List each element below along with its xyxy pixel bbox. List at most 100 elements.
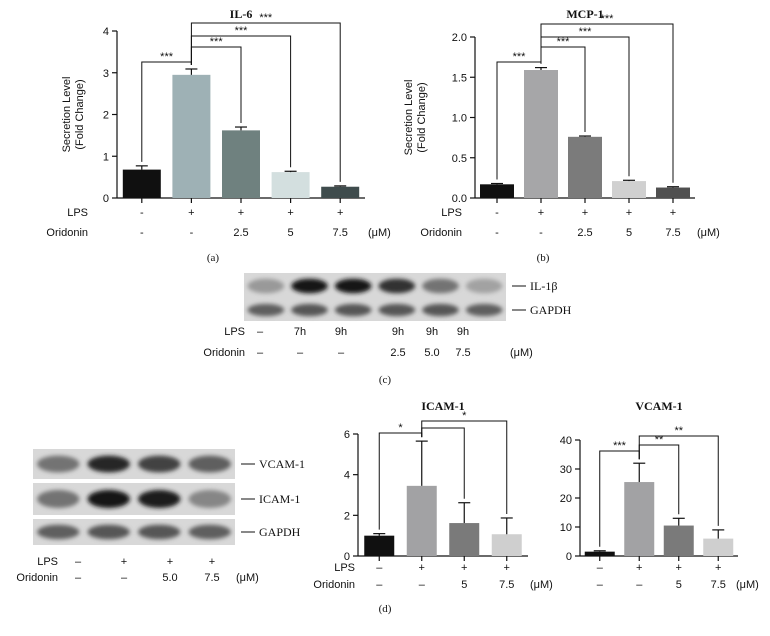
treatment-value: – [376, 562, 383, 574]
y-axis-label-line: (Fold Change) [416, 82, 428, 152]
unit-label: (μM) [697, 227, 720, 239]
treatment-value: – [257, 326, 264, 338]
blot-band [465, 278, 503, 294]
blot-band [87, 455, 130, 473]
treatment-value: 5 [288, 227, 294, 239]
significance-bracket [540, 23, 674, 183]
chart-title: VCAM-1 [635, 399, 682, 413]
blot-band [291, 278, 328, 294]
bar [406, 485, 437, 556]
treatment-value: + [167, 556, 173, 568]
treatment-row-label: LPS [334, 562, 355, 574]
y-axis-label-line: Secretion Level [61, 77, 73, 153]
treatment-row-label: Oridonin [16, 572, 58, 584]
unit-label: (μM) [368, 227, 391, 239]
band-label: ICAM-1 [259, 492, 300, 506]
bar [703, 538, 734, 556]
y-tick-label: 10 [560, 522, 572, 534]
treatment-value: + [238, 207, 244, 219]
significance-label: ** [674, 425, 683, 437]
bar [584, 551, 615, 556]
panel-label-a: (a) [207, 252, 220, 264]
significance-label: *** [579, 26, 593, 38]
blot-band [87, 490, 130, 508]
blot-band [188, 490, 231, 508]
bar [172, 74, 211, 198]
y-tick-label: 4 [103, 26, 109, 38]
blot-strip [244, 273, 506, 299]
treatment-value: + [188, 207, 194, 219]
y-tick-label: 30 [560, 464, 572, 476]
chart-icam1: ICAM-1 0 2 4 6 * * LPS – + + + Oridonin – – 5 7.5 (μM) [313, 399, 552, 591]
treatment-value: – [597, 562, 604, 574]
treatment-value: - [140, 207, 144, 219]
y-axis-label-line: (Fold Change) [74, 79, 86, 149]
y-axis-label-line: Secretion Level [403, 80, 415, 156]
significance-bracket [638, 435, 719, 526]
treatment-row-label: Oridonin [46, 227, 88, 239]
blot-band [422, 278, 459, 294]
blot-band [334, 278, 372, 294]
treatment-value: 7.5 [455, 347, 470, 359]
unit-label: (μM) [736, 579, 759, 591]
treatment-value: – [75, 556, 82, 568]
treatment-value: 2.5 [233, 227, 248, 239]
blot-band [247, 303, 285, 317]
significance-label: *** [160, 51, 174, 63]
treatment-row-label: Oridonin [420, 227, 462, 239]
y-tick-label: 0.5 [452, 153, 467, 165]
significance-label: *** [613, 440, 627, 452]
treatment-value: - [539, 227, 543, 239]
y-tick-label: 0 [103, 193, 109, 205]
y-axis-label: Secretion Level(Fold Change) [403, 80, 428, 156]
y-tick-label: 6 [344, 429, 350, 441]
treatment-row-label: LPS [67, 207, 88, 219]
blot-band [422, 303, 459, 317]
band-label: IL-1β [530, 279, 557, 293]
treatment-value: – [376, 579, 383, 591]
y-tick-label: 4 [344, 470, 350, 482]
bar [612, 181, 646, 198]
treatment-value: - [190, 227, 194, 239]
western-blot-d: VCAM-1 ICAM-1 GAPDH LPS – + + + Oridonin – – 5.0 7.5… [16, 449, 305, 584]
treatment-row-label: Oridonin [313, 579, 355, 591]
unit-label: (μM) [236, 572, 259, 584]
treatment-value: + [670, 207, 676, 219]
panel-label-d: (d) [379, 603, 392, 615]
bar [321, 186, 360, 198]
treatment-row-label: LPS [224, 326, 245, 338]
significance-label: *** [601, 13, 615, 25]
treatment-value: - [495, 207, 499, 219]
treatment-value: – [297, 347, 304, 359]
significance-label: *** [513, 51, 527, 63]
y-tick-label: 0 [566, 551, 572, 563]
treatment-value: - [495, 227, 499, 239]
blot-band [188, 455, 231, 473]
y-tick-label: 3 [103, 68, 109, 80]
treatment-value: + [676, 562, 682, 574]
band-label: VCAM-1 [259, 457, 305, 471]
bar [524, 70, 558, 198]
bar [122, 169, 161, 198]
blot-band [188, 524, 231, 540]
treatment-value: 9h [457, 326, 469, 338]
treatment-value: 9h [392, 326, 404, 338]
treatment-value: 2.5 [390, 347, 405, 359]
significance-label: *** [557, 36, 571, 48]
y-tick-label: 2 [103, 110, 109, 122]
blot-band [37, 524, 80, 540]
significance-label: *** [259, 12, 273, 24]
treatment-value: + [715, 562, 721, 574]
chart-title: MCP-1 [566, 7, 603, 21]
treatment-value: + [419, 562, 425, 574]
y-tick-label: 20 [560, 493, 572, 505]
significance-label: * [462, 410, 467, 422]
bar [222, 130, 260, 198]
blot-band [247, 278, 285, 294]
blot-band [138, 490, 181, 508]
treatment-value: 9h [335, 326, 347, 338]
bar [364, 535, 395, 556]
bar [663, 525, 694, 556]
